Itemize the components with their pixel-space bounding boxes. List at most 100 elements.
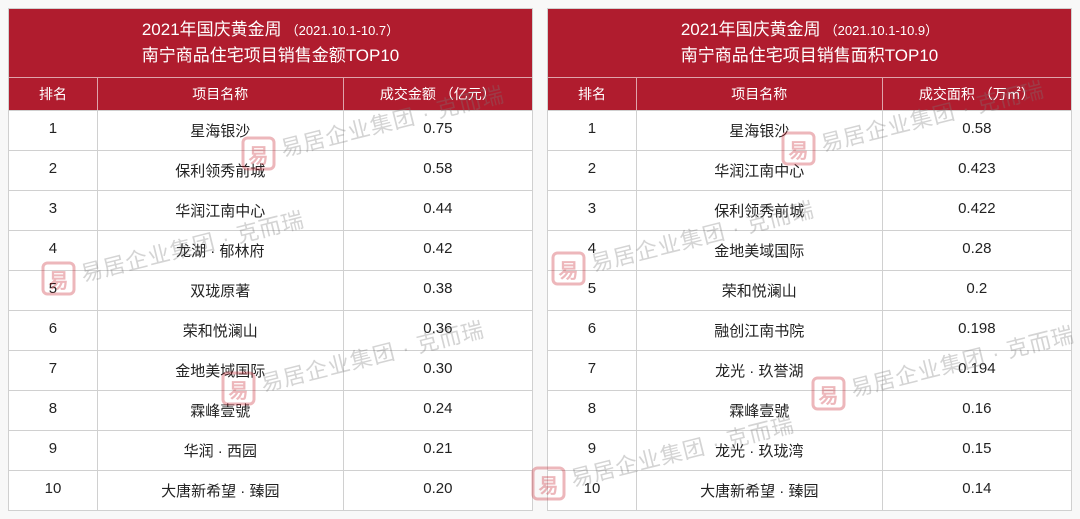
cell-rank: 3 xyxy=(548,191,637,230)
cell-name: 保利领秀前城 xyxy=(98,151,344,190)
cell-rank: 4 xyxy=(548,231,637,270)
cell-value: 0.58 xyxy=(883,111,1071,150)
cell-rank: 8 xyxy=(548,391,637,430)
title-line2: 南宁商品住宅项目销售金额TOP10 xyxy=(13,43,528,69)
cell-name: 星海银沙 xyxy=(637,111,883,150)
table-row: 7金地美域国际0.30 xyxy=(9,350,532,390)
cell-name: 融创江南书院 xyxy=(637,311,883,350)
cell-value: 0.16 xyxy=(883,391,1071,430)
table-row: 4龙湖 · 郁林府0.42 xyxy=(9,230,532,270)
column-header-row: 排名 项目名称 成交金额 （亿元） xyxy=(9,77,532,111)
cell-rank: 5 xyxy=(9,271,98,310)
column-header-row: 排名 项目名称 成交面积 （万㎡） xyxy=(548,77,1071,111)
table-row: 8霖峰壹號0.24 xyxy=(9,390,532,430)
table-row: 3保利领秀前城0.422 xyxy=(548,190,1071,230)
cell-rank: 6 xyxy=(548,311,637,350)
col-header-rank: 排名 xyxy=(548,78,637,111)
cell-rank: 1 xyxy=(9,111,98,150)
cell-rank: 10 xyxy=(9,471,98,510)
cell-value: 0.24 xyxy=(344,391,532,430)
cell-value: 0.36 xyxy=(344,311,532,350)
table-body: 1星海银沙0.752保利领秀前城0.583华润江南中心0.444龙湖 · 郁林府… xyxy=(9,110,532,510)
cell-value: 0.30 xyxy=(344,351,532,390)
cell-value: 0.198 xyxy=(883,311,1071,350)
cell-name: 华润江南中心 xyxy=(98,191,344,230)
cell-value: 0.38 xyxy=(344,271,532,310)
cell-rank: 8 xyxy=(9,391,98,430)
dual-table-page: 2021年国庆黄金周 （2021.10.1-10.7） 南宁商品住宅项目销售金额T… xyxy=(8,8,1072,511)
table-row: 9华润 · 西园0.21 xyxy=(9,430,532,470)
col-header-rank: 排名 xyxy=(9,78,98,111)
col-header-value: 成交金额 （亿元） xyxy=(344,78,532,111)
table-row: 1星海银沙0.75 xyxy=(9,110,532,150)
table-row: 7龙光 · 玖誉湖0.194 xyxy=(548,350,1071,390)
title-date: （2021.10.1-10.7） xyxy=(286,23,399,38)
cell-rank: 10 xyxy=(548,471,637,510)
cell-value: 0.44 xyxy=(344,191,532,230)
table-row: 10大唐新希望 · 臻园0.20 xyxy=(9,470,532,510)
table-row: 2华润江南中心0.423 xyxy=(548,150,1071,190)
cell-value: 0.20 xyxy=(344,471,532,510)
cell-value: 0.58 xyxy=(344,151,532,190)
cell-value: 0.15 xyxy=(883,431,1071,470)
cell-value: 0.423 xyxy=(883,151,1071,190)
table-row: 5荣和悦澜山0.2 xyxy=(548,270,1071,310)
title-prefix: 2021年国庆黄金周 xyxy=(681,20,821,39)
cell-name: 霖峰壹號 xyxy=(637,391,883,430)
table-body: 1星海银沙0.582华润江南中心0.4233保利领秀前城0.4224金地美域国际… xyxy=(548,110,1071,510)
cell-value: 0.28 xyxy=(883,231,1071,270)
table-row: 9龙光 · 玖珑湾0.15 xyxy=(548,430,1071,470)
cell-name: 荣和悦澜山 xyxy=(637,271,883,310)
cell-value: 0.75 xyxy=(344,111,532,150)
table-header: 2021年国庆黄金周 （2021.10.1-10.7） 南宁商品住宅项目销售金额T… xyxy=(9,9,532,110)
title-line2: 南宁商品住宅项目销售面积TOP10 xyxy=(552,43,1067,69)
cell-rank: 1 xyxy=(548,111,637,150)
cell-value: 0.42 xyxy=(344,231,532,270)
cell-name: 霖峰壹號 xyxy=(98,391,344,430)
cell-rank: 3 xyxy=(9,191,98,230)
cell-rank: 2 xyxy=(548,151,637,190)
cell-name: 龙光 · 玖誉湖 xyxy=(637,351,883,390)
cell-value: 0.21 xyxy=(344,431,532,470)
cell-rank: 5 xyxy=(548,271,637,310)
table-row: 8霖峰壹號0.16 xyxy=(548,390,1071,430)
cell-rank: 7 xyxy=(548,351,637,390)
cell-value: 0.422 xyxy=(883,191,1071,230)
cell-name: 金地美域国际 xyxy=(98,351,344,390)
cell-rank: 4 xyxy=(9,231,98,270)
cell-name: 金地美域国际 xyxy=(637,231,883,270)
sales-area-table: 2021年国庆黄金周 （2021.10.1-10.9） 南宁商品住宅项目销售面积T… xyxy=(547,8,1072,511)
table-header: 2021年国庆黄金周 （2021.10.1-10.9） 南宁商品住宅项目销售面积T… xyxy=(548,9,1071,110)
cell-name: 龙湖 · 郁林府 xyxy=(98,231,344,270)
table-row: 5双珑原著0.38 xyxy=(9,270,532,310)
cell-name: 华润 · 西园 xyxy=(98,431,344,470)
cell-rank: 6 xyxy=(9,311,98,350)
table-title: 2021年国庆黄金周 （2021.10.1-10.9） 南宁商品住宅项目销售面积T… xyxy=(548,9,1071,77)
cell-rank: 9 xyxy=(548,431,637,470)
cell-rank: 9 xyxy=(9,431,98,470)
col-header-name: 项目名称 xyxy=(637,78,883,111)
table-row: 6融创江南书院0.198 xyxy=(548,310,1071,350)
title-date: （2021.10.1-10.9） xyxy=(825,23,938,38)
title-prefix: 2021年国庆黄金周 xyxy=(142,20,282,39)
table-row: 10大唐新希望 · 臻园0.14 xyxy=(548,470,1071,510)
cell-value: 0.2 xyxy=(883,271,1071,310)
col-header-name: 项目名称 xyxy=(98,78,344,111)
table-row: 1星海银沙0.58 xyxy=(548,110,1071,150)
cell-rank: 7 xyxy=(9,351,98,390)
cell-name: 华润江南中心 xyxy=(637,151,883,190)
cell-value: 0.194 xyxy=(883,351,1071,390)
cell-name: 大唐新希望 · 臻园 xyxy=(637,471,883,510)
sales-amount-table: 2021年国庆黄金周 （2021.10.1-10.7） 南宁商品住宅项目销售金额T… xyxy=(8,8,533,511)
cell-name: 龙光 · 玖珑湾 xyxy=(637,431,883,470)
table-row: 3华润江南中心0.44 xyxy=(9,190,532,230)
cell-name: 星海银沙 xyxy=(98,111,344,150)
cell-rank: 2 xyxy=(9,151,98,190)
cell-name: 荣和悦澜山 xyxy=(98,311,344,350)
cell-name: 大唐新希望 · 臻园 xyxy=(98,471,344,510)
table-row: 6荣和悦澜山0.36 xyxy=(9,310,532,350)
cell-name: 双珑原著 xyxy=(98,271,344,310)
table-row: 4金地美域国际0.28 xyxy=(548,230,1071,270)
cell-name: 保利领秀前城 xyxy=(637,191,883,230)
table-title: 2021年国庆黄金周 （2021.10.1-10.7） 南宁商品住宅项目销售金额T… xyxy=(9,9,532,77)
